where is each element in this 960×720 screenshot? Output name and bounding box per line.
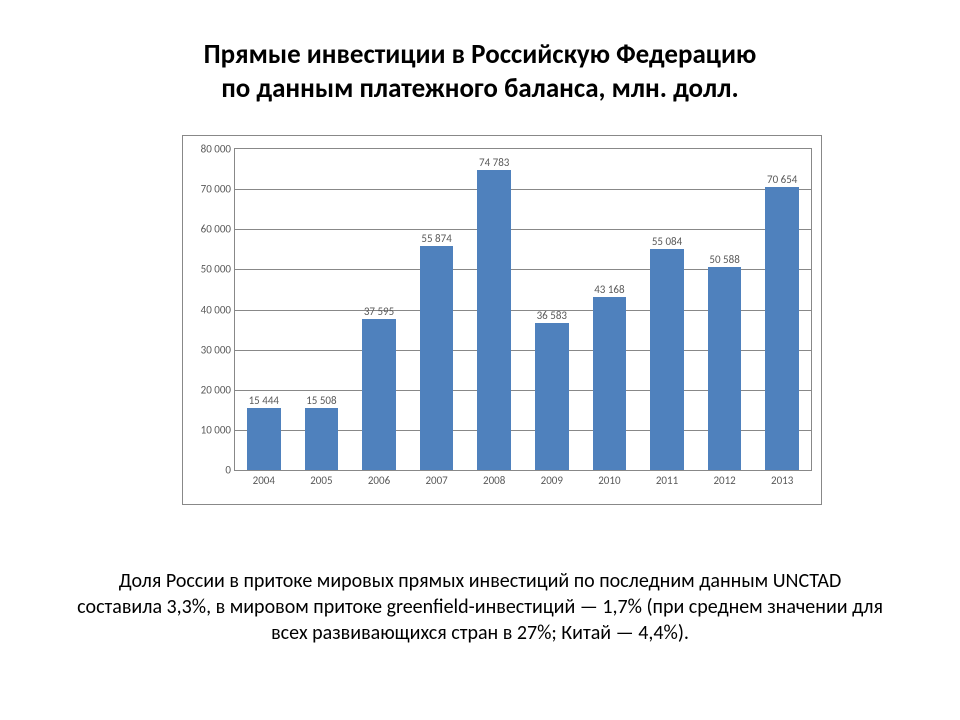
bar-value-label: 74 783 [479, 156, 509, 169]
bar-value-label: 55 084 [652, 235, 682, 248]
bar-value-label: 37 595 [364, 305, 394, 318]
gridline [235, 229, 811, 230]
bar [305, 408, 338, 470]
bar [593, 297, 626, 470]
x-tick-label: 2009 [541, 474, 563, 487]
caption-text: Доля России в притоке мировых прямых инв… [75, 568, 885, 646]
bar [420, 246, 453, 470]
bar [247, 408, 280, 470]
bar [765, 187, 798, 470]
bar [708, 267, 741, 470]
bar-value-label: 50 588 [709, 253, 739, 266]
y-tick-label: 0 [187, 464, 231, 477]
x-tick-label: 2008 [483, 474, 505, 487]
title-line-1: Прямые инвестиции в Российскую Федерацию [204, 38, 757, 71]
x-tick-label: 2012 [713, 474, 735, 487]
page-title: Прямые инвестиции в Российскую Федерацию… [0, 38, 960, 106]
x-tick-label: 2005 [310, 474, 332, 487]
bar [650, 249, 683, 470]
bar [535, 323, 568, 470]
x-tick-label: 2007 [425, 474, 447, 487]
y-tick-label: 20 000 [187, 383, 231, 396]
x-tick-label: 2010 [598, 474, 620, 487]
bar-value-label: 36 583 [537, 309, 567, 322]
bar-value-label: 70 654 [767, 173, 797, 186]
title-line-2: по данным платежного баланса, млн. долл. [221, 72, 738, 105]
bar-chart: 15 444 15 508 37 595 55 874 74 783 36 583 43 1… [182, 135, 822, 505]
gridline [235, 189, 811, 190]
y-tick-label: 50 000 [187, 263, 231, 276]
y-tick-label: 40 000 [187, 303, 231, 316]
bar-value-label: 15 508 [306, 394, 336, 407]
plot-area: 15 444 15 508 37 595 55 874 74 783 36 583 43 1… [234, 148, 812, 471]
y-tick-label: 70 000 [187, 183, 231, 196]
bar [362, 319, 395, 470]
slide: Прямые инвестиции в Российскую Федерацию… [0, 0, 960, 720]
bar-value-label: 55 874 [421, 232, 451, 245]
bar-value-label: 15 444 [249, 394, 279, 407]
x-tick-label: 2004 [253, 474, 275, 487]
bar-value-label: 43 168 [594, 283, 624, 296]
y-tick-label: 60 000 [187, 223, 231, 236]
bar [477, 170, 510, 470]
y-tick-label: 30 000 [187, 343, 231, 356]
y-tick-label: 80 000 [187, 143, 231, 156]
x-tick-label: 2011 [656, 474, 678, 487]
x-tick-label: 2013 [771, 474, 793, 487]
x-tick-label: 2006 [368, 474, 390, 487]
y-tick-label: 10 000 [187, 423, 231, 436]
